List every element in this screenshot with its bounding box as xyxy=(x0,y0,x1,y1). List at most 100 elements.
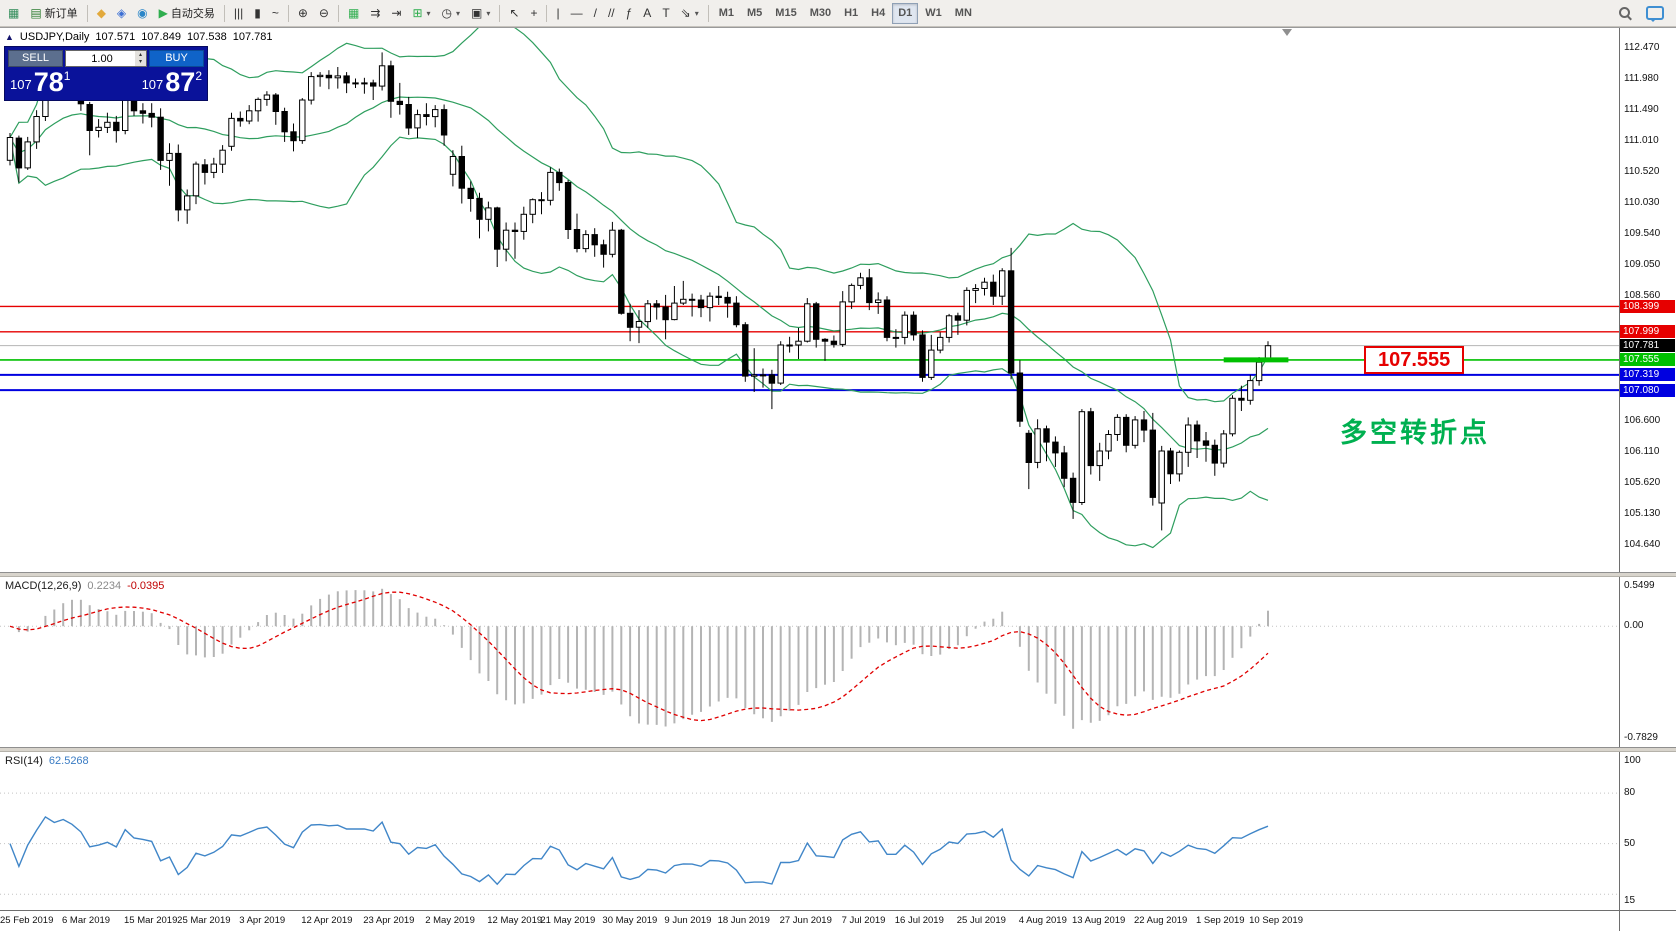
new-order-button[interactable]: ▤ 新订单 xyxy=(25,3,82,24)
date-label: 3 Apr 2019 xyxy=(239,915,286,926)
zoom-in-button[interactable]: ⊕ xyxy=(293,3,313,24)
price-tick: 110.520 xyxy=(1624,165,1660,177)
rsi-line xyxy=(9,815,1269,886)
zoom-out-button[interactable]: ⊖ xyxy=(314,3,334,24)
ohlc-close: 107.781 xyxy=(232,31,273,43)
price-tick: 110.030 xyxy=(1624,196,1660,208)
bar-chart-button[interactable]: ||| xyxy=(229,3,248,24)
date-label: 21 May 2019 xyxy=(540,915,596,926)
templates-icon: ▣ xyxy=(471,6,483,20)
cursor-button[interactable]: ↖ xyxy=(504,3,524,24)
line-chart-icon: ~ xyxy=(271,6,279,20)
timeframe-w1-label: W1 xyxy=(925,7,942,19)
community-chat-button[interactable] xyxy=(1641,3,1669,24)
macd-scale-axis: 0.5499 0.00 -0.7829 xyxy=(1619,577,1676,747)
price-badge[interactable]: 107.999 xyxy=(1620,325,1675,339)
sell-price[interactable]: 107 78 1 xyxy=(10,69,71,96)
sell-price-sup: 1 xyxy=(63,69,71,83)
volume-input[interactable] xyxy=(66,51,146,66)
buy-button[interactable]: BUY xyxy=(149,50,204,67)
ohlc-low: 107.538 xyxy=(186,31,227,43)
main-chart-canvas[interactable] xyxy=(0,28,1619,572)
equidistant-channel-button[interactable]: // xyxy=(603,3,620,24)
sell-button[interactable]: SELL xyxy=(8,50,63,67)
macd-histogram xyxy=(17,588,1269,729)
date-label: 6 Mar 2019 xyxy=(62,915,111,926)
buy-price-big: 87 xyxy=(165,67,196,97)
toolbar-right xyxy=(1614,3,1673,24)
one-click-toggle-icon[interactable]: ▲ xyxy=(5,32,14,42)
line-chart-button[interactable]: ~ xyxy=(267,3,284,24)
metaeditor-button[interactable]: ◆ xyxy=(92,3,111,24)
toolbar-separator xyxy=(287,4,289,22)
navigator-button[interactable]: ◈ xyxy=(112,3,131,24)
vertical-line-button[interactable]: | xyxy=(551,3,564,24)
toolbar-buttons: ▦ ▤ 新订单 ◆ ◈ ◉ ▶ 自动交易 ||| ▮ ~ ⊕ ⊖ ▦ ⇉ ⇥ ⊞ ▾ ◷ ▾ ▣ ▾ ↖ + | — ///ƒ A T ⇘… xyxy=(3,2,978,24)
timeframe-d1-button[interactable]: D1 xyxy=(892,2,919,24)
price-badge[interactable]: 107.319 xyxy=(1620,368,1675,382)
trendline-button[interactable]: / xyxy=(589,3,602,24)
macd-signal-value: -0.0395 xyxy=(127,580,165,592)
search-button[interactable] xyxy=(1614,3,1637,24)
shift-chart-button[interactable]: ⇥ xyxy=(386,3,406,24)
timeframe-m1-button[interactable]: M1 xyxy=(713,3,740,24)
rsi-canvas[interactable] xyxy=(0,752,1619,910)
macd-canvas[interactable] xyxy=(0,577,1619,747)
crosshair-button[interactable]: + xyxy=(525,3,542,24)
tile-windows-icon: ▦ xyxy=(347,6,360,20)
arrows-icon: ⇘ xyxy=(680,6,691,20)
price-badge: 107.781 xyxy=(1620,339,1675,353)
timeframe-m30-label: M30 xyxy=(809,7,832,19)
periods-button[interactable]: ◷ ▾ xyxy=(437,3,466,24)
text-label-button[interactable]: T xyxy=(657,3,674,24)
macd-signal-line xyxy=(9,591,1269,722)
price-tick: 112.470 xyxy=(1624,41,1660,53)
timeframe-m5-button[interactable]: M5 xyxy=(741,3,768,24)
new-order-label: 新订单 xyxy=(44,8,78,20)
volume-down-button[interactable]: ▾ xyxy=(135,58,146,66)
date-label: 25 Mar 2019 xyxy=(177,915,231,926)
text-button[interactable]: A xyxy=(638,3,656,24)
signals-button[interactable]: ◉ xyxy=(132,3,152,24)
timeframe-h4-button[interactable]: H4 xyxy=(865,3,891,24)
candlestick-chart-button[interactable]: ▮ xyxy=(249,3,266,24)
buy-price-small: 107 xyxy=(141,77,164,92)
toolbar-separator xyxy=(337,4,339,22)
date-label: 9 Jun 2019 xyxy=(664,915,712,926)
indicators-button[interactable]: ⊞ ▾ xyxy=(407,3,435,24)
tile-windows-button[interactable]: ▦ xyxy=(343,3,364,24)
fibonacci-icon: ƒ xyxy=(625,6,633,20)
price-level-label[interactable]: 107.555 xyxy=(1364,345,1465,374)
macd-name: MACD(12,26,9) xyxy=(5,580,82,592)
date-label: 15 Mar 2019 xyxy=(124,915,178,926)
auto-scroll-button[interactable]: ⇉ xyxy=(365,3,385,24)
metaeditor-icon: ◆ xyxy=(96,6,106,20)
price-tick: 111.980 xyxy=(1624,73,1659,85)
chart-shift-marker[interactable] xyxy=(1281,29,1292,36)
timeframe-w1-button[interactable]: W1 xyxy=(919,3,948,24)
timeframe-h1-button[interactable]: H1 xyxy=(838,3,864,24)
pane-splitter[interactable] xyxy=(0,572,1676,577)
main-plot xyxy=(0,28,1619,549)
sell-price-small: 107 xyxy=(10,77,32,92)
buy-price[interactable]: 107 87 2 xyxy=(141,67,202,97)
volume-spinners: ▴ ▾ xyxy=(135,51,146,66)
price-badge[interactable]: 107.555 xyxy=(1620,353,1675,367)
horizontal-line-button[interactable]: — xyxy=(566,3,588,24)
fibonacci-button[interactable]: ƒ xyxy=(621,3,638,24)
price-badge[interactable]: 108.399 xyxy=(1620,299,1675,313)
autotrading-button[interactable]: ▶ 自动交易 xyxy=(154,3,220,24)
chevron-down-icon: ▾ xyxy=(486,8,491,18)
timeframe-m30-button[interactable]: M30 xyxy=(804,3,837,24)
timeframe-mn-button[interactable]: MN xyxy=(949,3,978,24)
pane-splitter[interactable] xyxy=(0,747,1676,752)
templates-button[interactable]: ▣ ▾ xyxy=(466,3,495,24)
timeframe-m15-label: M15 xyxy=(775,7,797,19)
date-label: 4 Aug 2019 xyxy=(1018,915,1067,926)
arrows-button[interactable]: ⇘ ▾ xyxy=(676,3,704,24)
new-chart-button[interactable]: ▦ xyxy=(3,3,24,24)
date-axis[interactable]: 25 Feb 2019 6 Mar 2019 15 Mar 2019 25 Mar 2… xyxy=(0,910,1676,931)
volume-up-button[interactable]: ▴ xyxy=(135,51,146,59)
price-badge[interactable]: 107.080 xyxy=(1620,383,1675,397)
timeframe-m15-button[interactable]: M15 xyxy=(769,3,802,24)
